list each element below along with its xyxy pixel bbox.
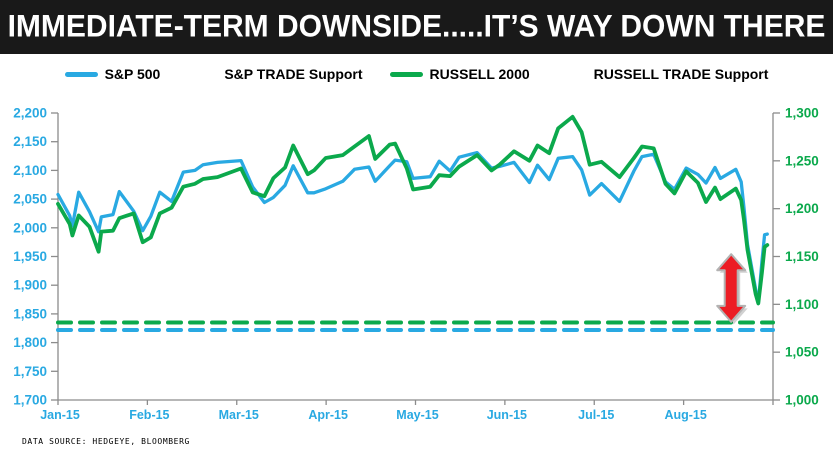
left-axis-tick-label: 1,700 — [13, 393, 47, 408]
right-axis-tick-label: 1,000 — [785, 393, 819, 408]
x-axis-month-label: Apr-15 — [308, 408, 348, 422]
left-axis-tick-label: 2,150 — [13, 134, 47, 149]
left-axis-tick-label: 2,000 — [13, 220, 47, 235]
right-axis-tick-label: 1,250 — [785, 153, 819, 168]
legend-item-russell-trade-support: RUSSELL TRADE Support — [557, 66, 769, 82]
x-axis-month-label: Aug-15 — [664, 408, 706, 422]
right-axis-tick-label: 1,300 — [785, 106, 819, 121]
right-axis-tick-label: 1,050 — [785, 345, 819, 360]
russell-2000-line-swatch — [389, 71, 423, 77]
legend-label-s-p-500: S&P 500 — [104, 66, 161, 82]
x-axis-month-label: Jun-15 — [487, 408, 527, 422]
legend-label-s-p-trade-support: S&P TRADE Support — [224, 66, 363, 82]
left-axis-tick-label: 2,050 — [13, 192, 47, 207]
left-axis-tick-label: 1,850 — [13, 306, 47, 321]
chart-legend: S&P 500 S&P TRADE Support RUSSELL 2000 RUSS… — [0, 63, 833, 85]
chart-title: IMMEDIATE-TERM DOWNSIDE.....IT’S WAY DOW… — [7, 8, 826, 44]
russell-2000-series-line — [56, 114, 770, 306]
right-axis-tick-label: 1,150 — [785, 249, 819, 264]
downside-arrow — [716, 253, 747, 323]
sp500-series-line — [56, 150, 769, 306]
title-bar: IMMEDIATE-TERM DOWNSIDE.....IT’S WAY DOW… — [0, 0, 833, 54]
x-axis-month-label: Mar-15 — [219, 408, 259, 422]
left-axis-tick-label: 1,950 — [13, 249, 47, 264]
right-axis-tick-label: 1,100 — [785, 297, 819, 312]
right-axis-tick-label: 1,200 — [785, 201, 819, 216]
legend-item-s-p-trade-support: S&P TRADE Support — [187, 66, 362, 82]
left-axis-tick-label: 1,750 — [13, 364, 47, 379]
legend-label-russell-2000: RUSSELL 2000 — [429, 66, 530, 82]
x-axis-month-label: Feb-15 — [129, 408, 169, 422]
left-axis-tick-label: 1,800 — [13, 335, 47, 350]
s-p-500-line-swatch — [64, 71, 98, 77]
x-axis-month-label: Jan-15 — [40, 408, 80, 422]
legend-item-russell-2000: RUSSELL 2000 — [389, 66, 530, 82]
left-axis-tick-label: 1,900 — [13, 278, 47, 293]
data-source: DATA SOURCE: HEDGEYE, BLOOMBERG — [22, 437, 190, 446]
legend-item-s-p-500: S&P 500 — [64, 66, 161, 82]
left-axis-tick-label: 2,100 — [13, 163, 47, 178]
legend-label-russell-trade-support: RUSSELL TRADE Support — [593, 66, 769, 82]
x-axis-month-label: Jul-15 — [578, 408, 614, 422]
x-axis-month-label: May-15 — [396, 408, 438, 422]
left-axis-tick-label: 2,200 — [13, 106, 47, 121]
